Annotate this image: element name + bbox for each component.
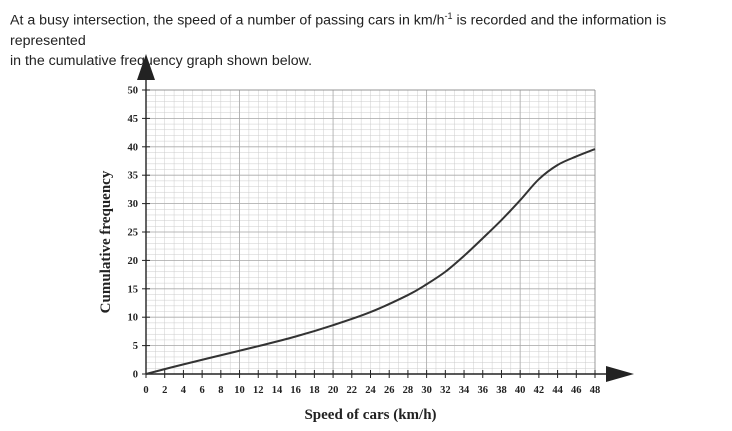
y-tick-label: 50 [128, 86, 139, 97]
y-tick-labels: 0 5 10 15 20 25 30 35 40 45 50 [128, 86, 139, 381]
axes [137, 54, 634, 382]
x-tick-label: 30 [421, 385, 432, 396]
x-tick-label: 22 [347, 385, 358, 396]
question-exponent: -1 [444, 11, 453, 21]
x-tick-label: 18 [309, 385, 320, 396]
x-tick-label: 44 [552, 385, 563, 396]
x-tick-label: 6 [200, 385, 205, 396]
question-text: At a busy intersection, the speed of a n… [10, 6, 725, 71]
question-line-1-end: is recorded and the information is repre… [10, 12, 667, 49]
question-line-1-start: At a busy intersection, the speed of a n… [10, 12, 445, 29]
x-axis-arrow-icon [606, 366, 634, 382]
x-tick-label: 2 [162, 385, 167, 396]
x-axis-title: Speed of cars (km/h) [304, 407, 436, 423]
x-tick-label: 48 [590, 385, 601, 396]
x-tick-label: 34 [459, 385, 470, 396]
x-tick-label: 14 [272, 385, 283, 396]
x-tick-label: 8 [218, 385, 223, 396]
y-tick-label: 35 [128, 171, 139, 182]
y-tick-label: 45 [128, 114, 139, 125]
x-tick-label: 32 [440, 385, 451, 396]
x-tick-label: 16 [290, 385, 301, 396]
x-tick-label: 38 [496, 385, 507, 396]
x-tick-label: 10 [234, 385, 245, 396]
x-tick-label: 42 [534, 385, 545, 396]
x-tick-label: 46 [571, 385, 582, 396]
y-tick-label: 15 [128, 284, 139, 295]
y-tick-label: 20 [128, 256, 139, 267]
x-tick-label: 26 [384, 385, 395, 396]
y-tick-label: 0 [133, 370, 138, 381]
cumulative-frequency-curve [145, 148, 596, 375]
y-tick-label: 25 [128, 228, 139, 239]
y-axis-arrow-icon [137, 54, 155, 80]
x-tick-label: 4 [181, 385, 187, 396]
x-tick-label: 20 [328, 385, 339, 396]
y-tick-label: 10 [128, 313, 139, 324]
x-tick-label: 0 [143, 385, 148, 396]
x-tick-label: 40 [515, 385, 526, 396]
y-tick-label: 40 [128, 142, 139, 153]
x-tick-label: 28 [403, 385, 414, 396]
major-grid [145, 89, 595, 375]
y-axis-title: Cumulative frequency [98, 170, 114, 313]
y-tick-label: 5 [133, 341, 138, 352]
x-tick-label: 36 [478, 385, 489, 396]
y-tick-label: 30 [128, 199, 139, 210]
x-tick-labels: 0 2 4 6 8 10 12 14 16 18 20 22 24 26 28 30 32 34 36 38 40 42 4… [143, 385, 600, 396]
x-tick-label: 12 [253, 385, 264, 396]
x-tick-label: 24 [365, 385, 376, 396]
question-line-2: in the cumulative frequency graph shown … [10, 52, 313, 69]
